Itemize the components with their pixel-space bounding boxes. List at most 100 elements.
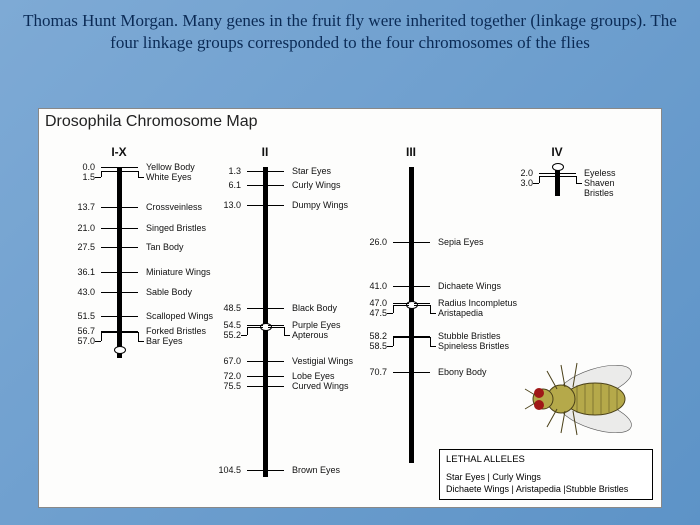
tick-left bbox=[247, 470, 263, 471]
tick-left bbox=[101, 171, 117, 172]
tick-right bbox=[268, 327, 284, 328]
chromosome-label-III: III bbox=[389, 145, 433, 159]
gene-pos: 41.0 bbox=[359, 281, 387, 291]
gene-pos: 56.7 bbox=[67, 326, 95, 336]
gene-pos: 47.0 bbox=[359, 298, 387, 308]
gene-name: Scalloped Wings bbox=[146, 311, 213, 321]
tick-left bbox=[101, 316, 117, 317]
tick-right bbox=[268, 470, 284, 471]
lethal-line: Star Eyes | Curly Wings bbox=[446, 471, 646, 483]
tick-left bbox=[247, 308, 263, 309]
gene-name: Eyeless bbox=[584, 168, 616, 178]
gene-pos: 47.5 bbox=[359, 308, 387, 318]
gene-name: Radius Incompletus bbox=[438, 298, 517, 308]
tick-right bbox=[122, 228, 138, 229]
gene-name: Vestigial Wings bbox=[292, 356, 353, 366]
gene-pos: 70.7 bbox=[359, 367, 387, 377]
tick-right bbox=[122, 207, 138, 208]
tick-left bbox=[101, 167, 117, 168]
gene-pos: 55.2 bbox=[213, 330, 241, 340]
gene-name: Crossveinless bbox=[146, 202, 202, 212]
tick-right bbox=[122, 316, 138, 317]
centromere-I-X bbox=[114, 346, 126, 354]
gene-name: Sepia Eyes bbox=[438, 237, 484, 247]
gene-name: Yellow Body bbox=[146, 162, 195, 172]
gene-pos: 3.0 bbox=[505, 178, 533, 188]
gene-pos: 48.5 bbox=[213, 303, 241, 313]
gene-pos: 72.0 bbox=[213, 371, 241, 381]
tick-right bbox=[122, 167, 138, 168]
gene-pos: 57.0 bbox=[67, 336, 95, 346]
tick-right bbox=[268, 308, 284, 309]
map-area: I-X0.0Yellow Body1.5White Eyes13.7Crossv… bbox=[39, 135, 663, 507]
gene-name: Apterous bbox=[292, 330, 328, 340]
tick-right bbox=[268, 171, 284, 172]
tick-left bbox=[247, 327, 263, 328]
tick-right bbox=[268, 325, 284, 326]
fruit-fly-illustration bbox=[517, 353, 637, 443]
gene-pos: 51.5 bbox=[67, 311, 95, 321]
tick-right bbox=[122, 171, 138, 172]
tick-left bbox=[247, 386, 263, 387]
gene-name: Dichaete Wings bbox=[438, 281, 501, 291]
tick-right bbox=[122, 272, 138, 273]
tick-left bbox=[247, 185, 263, 186]
gene-name: Lobe Eyes bbox=[292, 371, 335, 381]
tick-left bbox=[539, 173, 555, 174]
gene-name: Spineless Bristles bbox=[438, 341, 509, 351]
tick-right bbox=[414, 305, 430, 306]
gene-name: Purple Eyes bbox=[292, 320, 341, 330]
tick-left bbox=[101, 332, 117, 333]
gene-name: Bar Eyes bbox=[146, 336, 183, 346]
gene-pos: 58.5 bbox=[359, 341, 387, 351]
figure-title: Drosophila Chromosome Map bbox=[39, 109, 661, 133]
gene-pos: 2.0 bbox=[505, 168, 533, 178]
gene-pos: 104.5 bbox=[213, 465, 241, 475]
chromosome-map-figure: Drosophila Chromosome Map I-X0.0 Yellow B… bbox=[38, 108, 662, 508]
gene-name: Sable Body bbox=[146, 287, 192, 297]
chromosome-bar-III bbox=[409, 167, 414, 463]
tick-right bbox=[122, 292, 138, 293]
chromosome-bar-I-X bbox=[117, 167, 122, 358]
gene-name: Black Body bbox=[292, 303, 337, 313]
tick-right bbox=[414, 337, 430, 338]
gene-name: Dumpy Wings bbox=[292, 200, 348, 210]
tick-left bbox=[393, 305, 409, 306]
tick-right bbox=[268, 185, 284, 186]
gene-name: Singed Bristles bbox=[146, 223, 206, 233]
chromosome-label-II: II bbox=[243, 145, 287, 159]
tick-right bbox=[560, 176, 576, 177]
lethal-line: Dichaete Wings | Aristapedia |Stubble Br… bbox=[446, 483, 646, 495]
gene-pos: 0.0 bbox=[67, 162, 95, 172]
gene-pos: 1.3 bbox=[213, 166, 241, 176]
chromosome-label-I-X: I-X bbox=[97, 145, 141, 159]
gene-name: Aristapedia bbox=[438, 308, 483, 318]
gene-name: ShavenBristles bbox=[584, 178, 615, 198]
tick-right bbox=[560, 173, 576, 174]
tick-right bbox=[122, 247, 138, 248]
tick-left bbox=[247, 205, 263, 206]
gene-pos: 1.5 bbox=[67, 172, 95, 182]
gene-name: Curved Wings bbox=[292, 381, 349, 391]
gene-name: Curly Wings bbox=[292, 180, 341, 190]
gene-pos: 43.0 bbox=[67, 287, 95, 297]
tick-right bbox=[268, 376, 284, 377]
tick-left bbox=[539, 176, 555, 177]
gene-name: Ebony Body bbox=[438, 367, 487, 377]
gene-name: Star Eyes bbox=[292, 166, 331, 176]
tick-left bbox=[101, 272, 117, 273]
gene-pos: 58.2 bbox=[359, 331, 387, 341]
gene-name: Stubble Bristles bbox=[438, 331, 501, 341]
tick-left bbox=[247, 376, 263, 377]
tick-right bbox=[122, 332, 138, 333]
gene-pos: 36.1 bbox=[67, 267, 95, 277]
tick-right bbox=[268, 205, 284, 206]
gene-name: Forked Bristles bbox=[146, 326, 206, 336]
lethal-title: LETHAL ALLELES bbox=[446, 454, 646, 467]
tick-right bbox=[414, 372, 430, 373]
slide-caption: Thomas Hunt Morgan. Many genes in the fr… bbox=[0, 0, 700, 60]
gene-name: Brown Eyes bbox=[292, 465, 340, 475]
tick-left bbox=[247, 361, 263, 362]
gene-pos: 75.5 bbox=[213, 381, 241, 391]
tick-left bbox=[101, 292, 117, 293]
